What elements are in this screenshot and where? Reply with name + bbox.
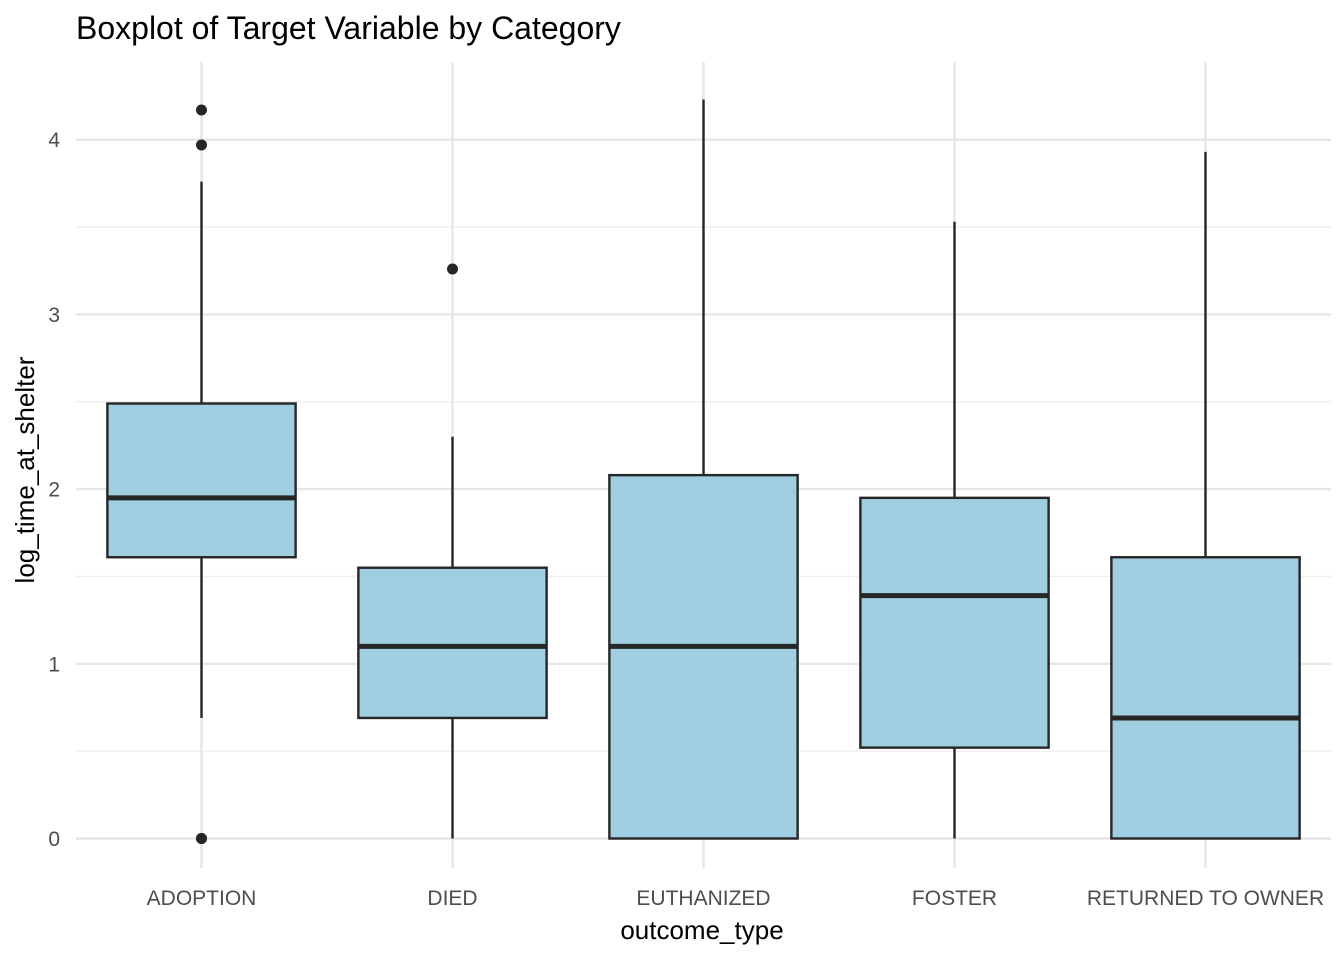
x-tick-label: DIED bbox=[427, 887, 477, 910]
box-iqr bbox=[1110, 556, 1301, 840]
x-axis-title: outcome_type bbox=[620, 915, 783, 945]
box-iqr bbox=[106, 402, 297, 559]
x-tick-label: FOSTER bbox=[912, 887, 997, 910]
boxes-layer bbox=[106, 99, 1301, 844]
box-iqr bbox=[608, 473, 799, 840]
y-tick-label: 0 bbox=[48, 828, 60, 851]
chart-title: Boxplot of Target Variable by Category bbox=[76, 10, 621, 46]
outlier-point bbox=[196, 104, 207, 116]
box-iqr bbox=[357, 566, 548, 720]
y-tick-label: 3 bbox=[48, 304, 60, 327]
y-tick-label: 4 bbox=[48, 129, 60, 152]
x-tick-label: ADOPTION bbox=[147, 887, 257, 910]
box-group bbox=[106, 104, 297, 844]
box-group bbox=[1110, 151, 1301, 840]
x-tick-label: RETURNED TO OWNER bbox=[1087, 887, 1324, 910]
box-group bbox=[608, 99, 799, 840]
box-group bbox=[357, 263, 548, 839]
axes-layer: 0 1 2 3 4 ADOPTION DIED EUTHANIZED FOSTER RETURNE… bbox=[48, 129, 1324, 910]
y-axis-title: log_time_at_shelter bbox=[10, 356, 40, 583]
y-tick-label: 2 bbox=[48, 479, 60, 502]
box-iqr bbox=[859, 496, 1050, 749]
y-tick-label: 1 bbox=[48, 653, 60, 676]
outlier-point bbox=[196, 139, 207, 151]
x-tick-label: EUTHANIZED bbox=[636, 887, 770, 910]
box-group bbox=[859, 221, 1050, 839]
outlier-point bbox=[447, 263, 458, 275]
outlier-point bbox=[196, 833, 207, 844]
